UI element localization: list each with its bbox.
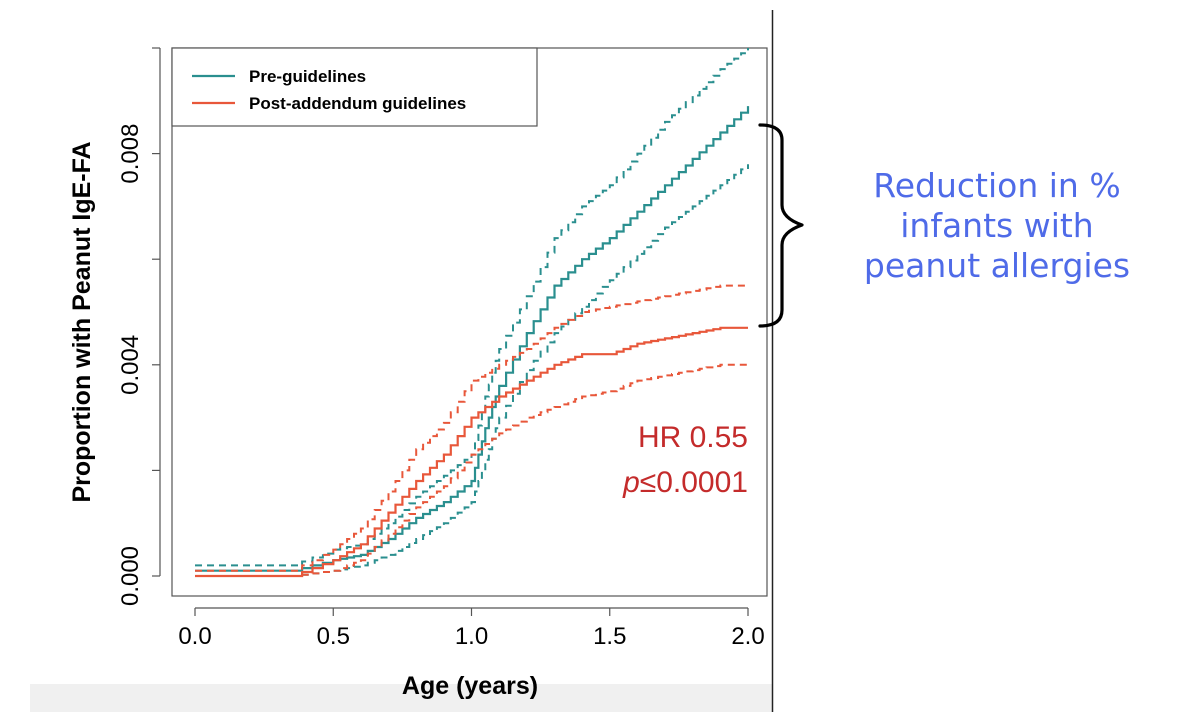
x-tick-label: 0.5	[317, 623, 350, 650]
annotation-line-1: Reduction in %	[873, 166, 1121, 205]
y-tick-label: 0.000	[117, 546, 144, 606]
plot-lines	[195, 48, 750, 578]
ci-upper-post-addendum	[195, 284, 748, 572]
x-axis: 0.0 0.5 1.0 1.5 2.0	[178, 607, 765, 650]
x-tick-label: 0.0	[178, 623, 211, 650]
y-tick-label: 0.008	[117, 124, 144, 184]
y-axis: 0.000 0.004 0.008	[117, 47, 161, 606]
p-value-symbol: p	[622, 466, 640, 499]
x-tick-label: 1.5	[593, 623, 626, 650]
legend-label-post-addendum: Post-addendum guidelines	[249, 94, 466, 113]
figure-bottom-strip	[30, 684, 772, 712]
curly-bracket-icon	[758, 123, 804, 328]
bracket-annotation: Reduction in % infants with peanut aller…	[812, 166, 1182, 286]
p-value-label: p≤0.0001	[622, 466, 748, 499]
annotation-line-2: infants with	[900, 206, 1094, 245]
series-line-post-addendum	[195, 326, 748, 578]
y-tick-label: 0.004	[117, 335, 144, 395]
legend-label-pre-guidelines: Pre-guidelines	[249, 67, 366, 86]
x-tick-label: 1.0	[455, 623, 488, 650]
p-value-text: ≤0.0001	[640, 466, 748, 499]
x-axis-title: Age (years)	[402, 672, 538, 700]
legend: Pre-guidelines Post-addendum guidelines	[171, 47, 538, 127]
y-axis-title: Proportion with Peanut IgE-FA	[68, 141, 96, 502]
x-tick-label: 2.0	[731, 623, 764, 650]
hazard-ratio-label: HR 0.55	[638, 421, 748, 454]
annotation-line-3: peanut allergies	[863, 246, 1131, 285]
ci-lower-pre-guidelines	[195, 164, 749, 577]
legend-box	[171, 47, 538, 127]
ci-lower-post-addendum	[195, 363, 748, 577]
